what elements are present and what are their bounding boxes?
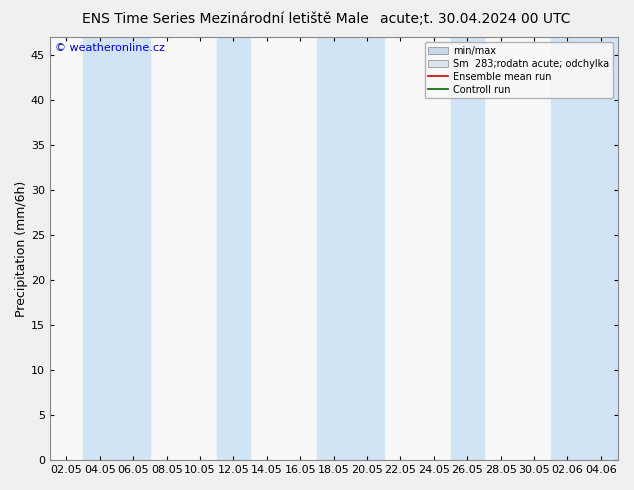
Bar <box>551 37 584 460</box>
Bar <box>351 37 384 460</box>
Text: acute;t. 30.04.2024 00 UTC: acute;t. 30.04.2024 00 UTC <box>380 12 571 26</box>
Text: © weatheronline.cz: © weatheronline.cz <box>55 44 165 53</box>
Y-axis label: Precipitation (mm/6h): Precipitation (mm/6h) <box>15 180 28 317</box>
Bar <box>117 37 150 460</box>
Legend: min/max, Sm  283;rodatn acute; odchylka, Ensemble mean run, Controll run: min/max, Sm 283;rodatn acute; odchylka, … <box>425 42 612 98</box>
Bar <box>83 37 117 460</box>
Bar <box>451 37 484 460</box>
Bar <box>217 37 250 460</box>
Text: ENS Time Series Mezinárodní letiště Male: ENS Time Series Mezinárodní letiště Male <box>82 12 369 26</box>
Bar <box>584 37 618 460</box>
Bar <box>317 37 351 460</box>
